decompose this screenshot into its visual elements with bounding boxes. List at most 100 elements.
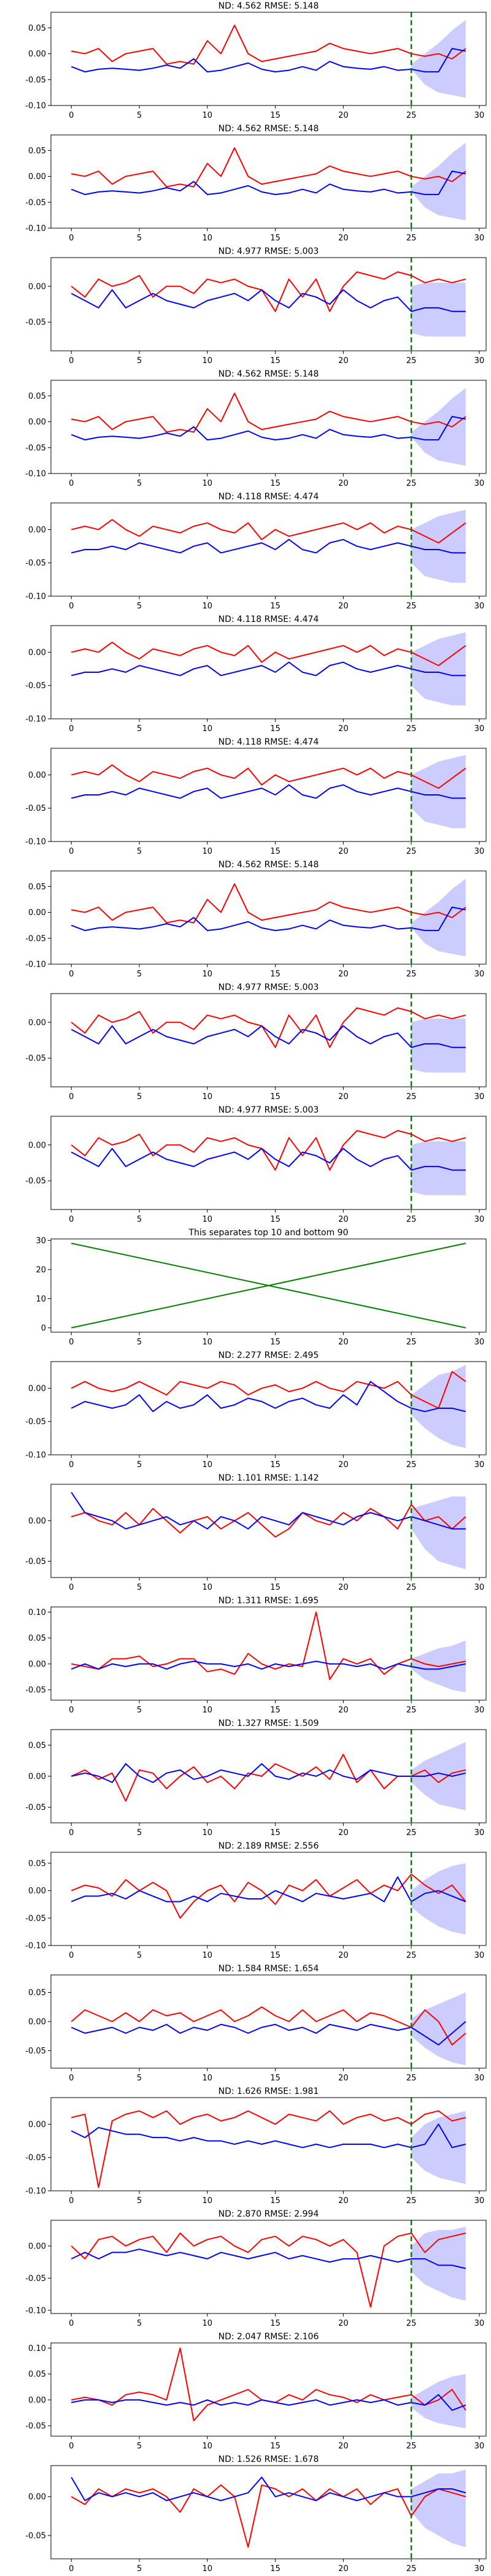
axes-frame (50, 134, 487, 229)
y-tick-label: -0.05 (25, 681, 46, 691)
y-tick-label: 0.00 (28, 2242, 46, 2251)
forecast-band (411, 878, 466, 957)
x-tick-label: 30 (474, 1828, 485, 1838)
y-tick-label: -0.10 (25, 1451, 46, 1460)
plot-area (71, 1730, 466, 1823)
series-line-2 (71, 539, 466, 554)
panel-title: ND: 2.189 RMSE: 2.556 (218, 1841, 319, 1851)
x-tick-label: 10 (203, 1706, 213, 1715)
y-tick-label: -0.10 (25, 470, 46, 479)
x-tick-label: 0 (69, 724, 74, 734)
x-tick-label: 15 (270, 1338, 280, 1347)
panel-19: ND: 2.870 RMSE: 2.994 0 5 10 15 20 25 30 0.00 -0.… (25, 2209, 487, 2328)
y-tick-label: -0.10 (25, 2306, 46, 2315)
x-tick-label: 15 (270, 602, 280, 611)
x-tick-label: 30 (474, 1706, 485, 1715)
y-tick-label: 0.05 (28, 1988, 46, 1998)
x-tick-label: 20 (338, 847, 349, 856)
x-tick-label: 5 (137, 234, 142, 243)
y-tick-label: 0.05 (28, 392, 46, 401)
panel-title: ND: 1.626 RMSE: 1.981 (218, 2087, 319, 2096)
y-tick-label: -0.05 (25, 934, 46, 943)
x-tick-label: 15 (270, 1583, 280, 1592)
panel-title: ND: 4.562 RMSE: 5.148 (218, 860, 319, 870)
x-tick-label: 5 (137, 1215, 142, 1224)
plot-area (71, 626, 466, 719)
axes-frame (50, 2465, 487, 2559)
x-tick-label: 30 (474, 2442, 485, 2451)
series-line-2 (71, 1660, 466, 1670)
y-tick-label: -0.05 (25, 75, 46, 85)
panel-13: ND: 1.101 RMSE: 1.142 0 5 10 15 20 25 30 0.00 -0.… (25, 1473, 487, 1592)
x-tick-label: 0 (69, 970, 74, 979)
panel-title: ND: 4.562 RMSE: 5.148 (218, 124, 319, 134)
panel-title: ND: 4.977 RMSE: 5.003 (218, 247, 319, 256)
panel-15: ND: 1.327 RMSE: 1.509 0 5 10 15 20 25 30 0.05 0.0… (25, 1719, 487, 1838)
x-tick-label: 5 (137, 1583, 142, 1592)
x-tick-label: 5 (137, 1828, 142, 1838)
y-tick-label: 0.00 (28, 1773, 46, 1782)
x-tick-label: 15 (270, 2319, 280, 2328)
x-tick-label: 10 (203, 602, 213, 611)
panel-9: ND: 4.977 RMSE: 5.003 0 5 10 15 20 25 30 0.00 -0.… (25, 983, 487, 1102)
y-tick-label: -0.10 (25, 715, 46, 724)
x-tick-label: 30 (474, 234, 485, 243)
x-tick-label: 15 (270, 2074, 280, 2083)
axes-frame (50, 502, 487, 597)
series-line-1 (71, 1007, 466, 1048)
series-line-2 (71, 171, 466, 196)
series-line-1 (71, 883, 466, 924)
axes-frame (50, 1484, 487, 1578)
panel-2: ND: 4.562 RMSE: 5.148 0 5 10 15 20 25 30 0.05 0.0… (25, 124, 487, 243)
y-tick-label: -0.05 (25, 443, 46, 453)
x-tick-label: 20 (338, 602, 349, 611)
x-tick-label: 25 (406, 1951, 417, 1960)
x-tick-label: 20 (338, 970, 349, 979)
series-line-2 (71, 416, 466, 441)
y-tick-label: 0.00 (28, 1141, 46, 1150)
y-tick-label: -0.10 (25, 2187, 46, 2196)
series-line-2 (71, 784, 466, 799)
y-tick-label: -0.10 (25, 960, 46, 970)
x-tick-label: 10 (203, 2196, 213, 2206)
x-tick-label: 25 (406, 847, 417, 856)
series-line-2 (71, 661, 466, 677)
y-tick-label: 0.00 (28, 2396, 46, 2405)
y-tick-label: 0.00 (28, 1384, 46, 1393)
y-tick-label: -0.05 (25, 198, 46, 207)
plot-area (71, 1607, 466, 1700)
x-tick-label: 25 (406, 234, 417, 243)
x-tick-label: 0 (69, 1583, 74, 1592)
plot-area (71, 2466, 466, 2559)
x-tick-label: 0 (69, 111, 74, 120)
axes-frame (50, 2342, 487, 2437)
x-tick-label: 5 (137, 847, 142, 856)
y-tick-label: 0.00 (28, 648, 46, 657)
x-tick-label: 15 (270, 724, 280, 734)
forecast-band (411, 1863, 466, 1935)
series-line-1 (71, 2110, 466, 2188)
series-line-1 (71, 2232, 466, 2308)
forecast-band (411, 2110, 466, 2185)
x-tick-label: 0 (69, 1092, 74, 1102)
x-tick-label: 25 (406, 2319, 417, 2328)
axes-frame (50, 1116, 487, 1210)
forecast-band (411, 388, 466, 466)
x-tick-label: 20 (338, 1215, 349, 1224)
x-tick-label: 15 (270, 1092, 280, 1102)
forecast-band (411, 1496, 466, 1570)
x-tick-label: 5 (137, 111, 142, 120)
y-tick-label: 0.00 (28, 1660, 46, 1669)
y-tick-label: 0.05 (28, 1634, 46, 1643)
series-line-2 (71, 2248, 466, 2269)
y-tick-label: -0.05 (25, 1686, 46, 1695)
forecast-band (411, 1141, 466, 1195)
x-tick-label: 5 (137, 1706, 142, 1715)
y-tick-label: -0.05 (25, 1557, 46, 1566)
axes-frame (50, 2220, 487, 2314)
x-tick-label: 30 (474, 602, 485, 611)
panel-title: ND: 4.118 RMSE: 4.474 (218, 615, 319, 624)
series-line-2 (71, 1763, 466, 1784)
x-tick-label: 15 (270, 1951, 280, 1960)
x-tick-label: 20 (338, 1828, 349, 1838)
